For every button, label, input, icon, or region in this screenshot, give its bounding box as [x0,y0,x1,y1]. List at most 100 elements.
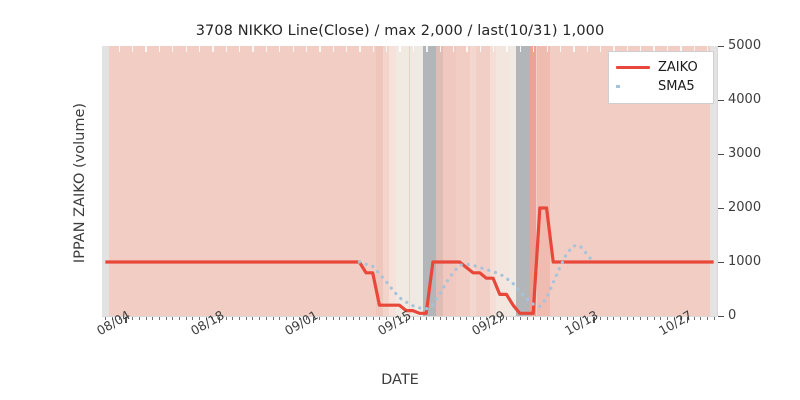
x-axis-tick-minor [399,317,401,321]
y-axis-tick [718,46,724,48]
x-axis-tick-minor [158,317,160,321]
vertical-gridline [573,46,575,316]
background-band [396,46,410,316]
background-band [422,46,437,316]
x-axis-tick-minor [600,317,602,321]
vertical-gridline [359,46,361,316]
vertical-gridline [706,46,709,316]
x-axis-tick-major [406,317,408,323]
x-axis-tick-minor [239,317,241,321]
x-axis-tick-minor [653,317,655,321]
x-axis-tick-minor [379,317,381,321]
vertical-gridline [252,46,254,316]
x-axis-tick-minor [453,317,455,321]
x-axis-tick-minor [633,317,635,321]
x-axis-tick-minor [352,317,354,321]
y-axis-tick-label: 1000 [728,254,762,269]
x-axis-tick-minor [145,317,147,321]
x-axis-tick-minor [259,317,261,321]
background-band [389,46,397,316]
x-axis-tick-minor [172,317,174,321]
vertical-gridline [680,46,682,316]
vertical-gridline [626,46,629,316]
background-band [456,46,470,316]
series-line-sma5 [357,244,595,311]
x-axis-tick-minor [412,317,414,321]
x-axis-tick-minor [366,317,368,321]
vertical-gridline [399,46,401,316]
vertical-gridline [533,46,535,316]
vertical-gridline [386,46,388,316]
x-axis-tick-major [125,317,127,323]
background-band [108,46,377,316]
x-axis-tick-minor [138,317,140,321]
legend-key-sma5-icon [616,81,650,93]
x-axis-tick-minor [559,317,561,321]
x-axis-tick-minor [165,317,167,321]
x-axis-tick-minor [386,317,388,321]
x-axis-tick-minor [666,317,668,321]
x-axis-tick-minor [660,317,662,321]
background-band [102,46,109,316]
x-axis-tick-minor [479,317,481,321]
vertical-gridline [466,46,468,316]
vertical-gridline [519,46,522,316]
y-axis-tick [718,316,724,318]
x-axis-tick-minor [673,317,675,321]
vertical-gridline [279,46,281,316]
x-axis-tick-minor [466,317,468,321]
x-axis-tick-minor [372,317,374,321]
x-axis-tick-minor [132,317,134,321]
x-axis-tick-minor [319,317,321,321]
vertical-gridline [319,46,321,316]
vertical-gridline [172,46,174,316]
x-axis-tick-minor [232,317,234,321]
x-axis-tick-minor [272,317,274,321]
x-axis-tick-minor [707,317,709,321]
x-axis-tick-major [593,317,595,323]
vertical-gridline [439,46,441,316]
x-axis-tick-minor [526,317,528,321]
x-axis-tick-minor [265,317,267,321]
x-axis-tick-minor [566,317,568,321]
x-axis-tick-minor [359,317,361,321]
x-axis-tick-minor [212,317,214,321]
y-axis-tick-label: 3000 [728,146,762,161]
x-axis-tick-minor [105,317,107,321]
y-axis-tick-label: 0 [728,308,737,323]
x-axis-tick-minor [292,317,294,321]
x-axis-tick-minor [693,317,695,321]
background-band [476,46,490,316]
legend-item-sma5[interactable]: SMA5 [616,77,706,96]
vertical-gridline [452,46,455,316]
vertical-gridline [546,46,548,316]
vertical-gridline [412,46,415,316]
x-axis-tick-minor [546,317,548,321]
x-axis-tick-minor [325,317,327,321]
legend-item-zaiko[interactable]: ZAIKO [616,58,706,77]
x-axis-tick-minor [606,317,608,321]
x-axis-tick-minor [446,317,448,321]
x-axis-tick-minor [305,317,307,321]
y-axis-tick-label: 4000 [728,92,762,107]
x-axis-tick-minor [586,317,588,321]
x-axis-tick-minor [225,317,227,321]
x-axis-tick-minor [152,317,154,321]
y-axis-title: IPPAN ZAIKO (volume) [72,102,88,264]
background-band [529,46,537,316]
vertical-gridline [198,46,201,316]
vertical-gridline [158,46,161,316]
legend[interactable]: ZAIKO SMA5 [608,51,714,104]
vertical-gridline [506,46,508,316]
vertical-gridline [479,46,481,316]
y-axis-tick [718,154,724,156]
vertical-gridline [225,46,227,316]
series-layer [105,206,714,315]
vertical-gridline [600,46,602,316]
x-axis-tick-major [219,317,221,323]
x-axis-tick-minor [279,317,281,321]
legend-label-sma5: SMA5 [658,79,695,94]
y-axis-tick [718,208,724,210]
x-axis-tick-minor [459,317,461,321]
